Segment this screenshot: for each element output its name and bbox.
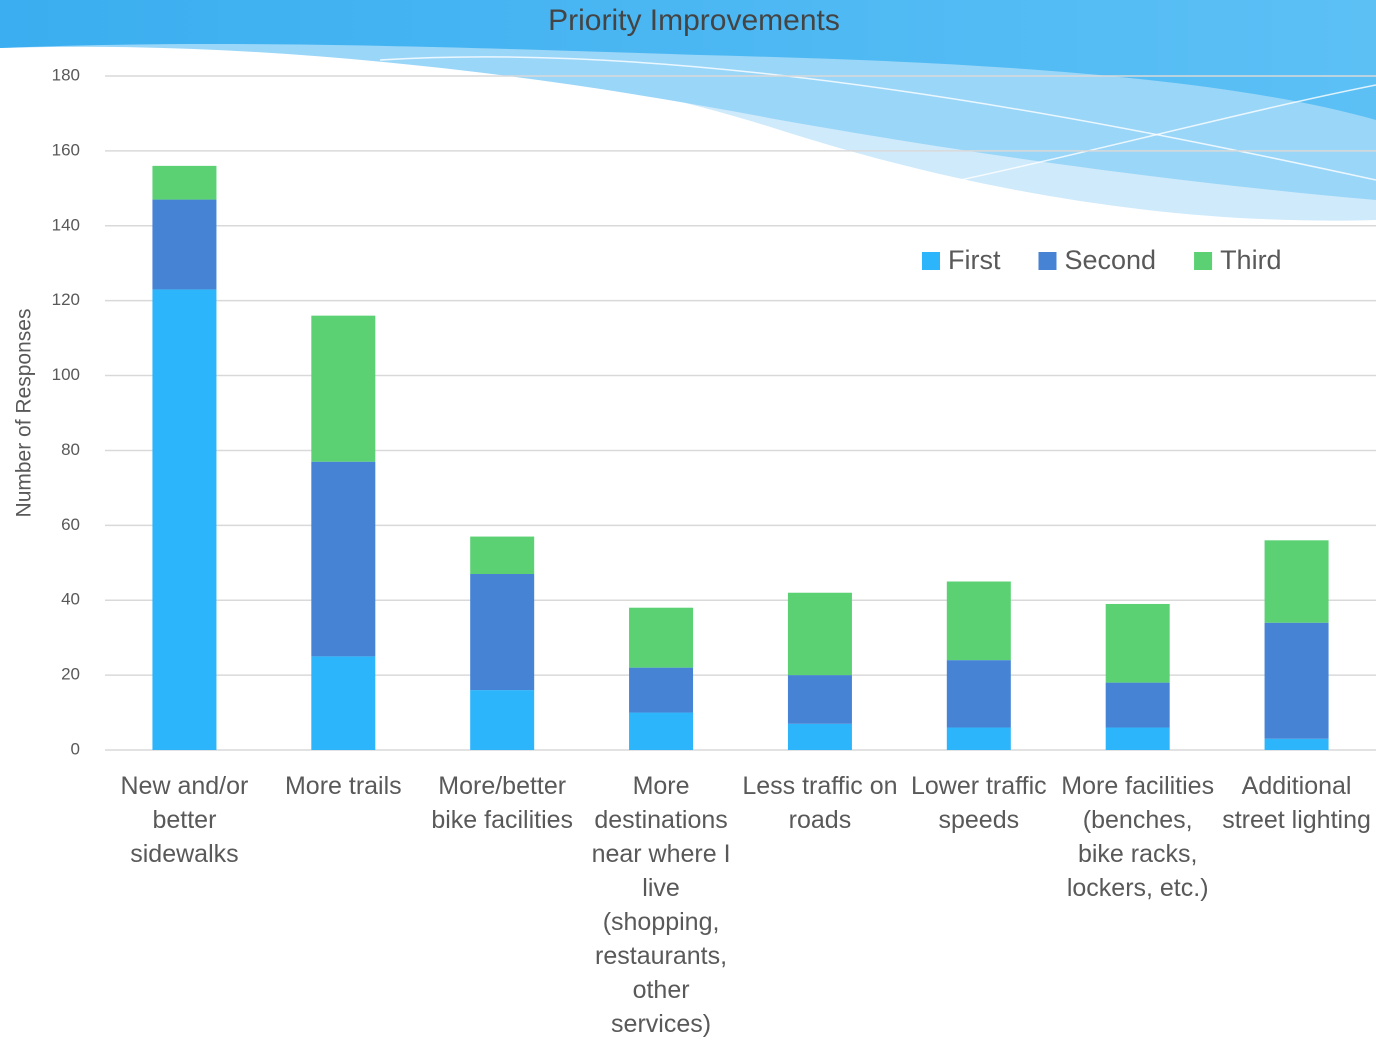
x-tick-label: Less traffic on roads: [742, 772, 898, 834]
y-tick-label: 0: [71, 739, 80, 758]
x-tick-label: More trails: [284, 772, 402, 800]
y-tick-label: 60: [61, 515, 80, 534]
legend-label: Third: [1220, 245, 1282, 275]
bar-segment: [152, 199, 217, 290]
x-tick-label: Lower traffic speeds: [910, 772, 1047, 834]
bar-segment: [1105, 682, 1170, 728]
bar-segment: [787, 723, 852, 750]
y-tick-label: 180: [52, 65, 80, 84]
bar-segment: [311, 315, 376, 462]
x-tick-label: More/better bike facilities: [431, 772, 574, 834]
x-tick-label: More destinations near where I live (sho…: [591, 772, 731, 1038]
y-tick-label: 160: [52, 140, 80, 159]
bar-segment: [311, 461, 376, 657]
y-axis-label: Number of Responses: [13, 309, 36, 518]
bar-segment: [629, 712, 694, 750]
bar-segment: [946, 581, 1011, 661]
bar-segment: [629, 607, 694, 668]
bar-segment: [787, 675, 852, 724]
legend-swatch: [922, 252, 940, 270]
bar-segment: [1264, 738, 1329, 750]
y-tick-label: 40: [61, 590, 80, 609]
bar-segment: [1105, 603, 1170, 683]
legend-label: First: [948, 245, 1001, 275]
legend-label: Second: [1064, 245, 1156, 275]
bar-segment: [1264, 540, 1329, 623]
bar-segment: [470, 574, 535, 691]
bar-segment: [946, 727, 1011, 750]
x-tick-label: More facilities (benches, bike racks, lo…: [1061, 772, 1215, 902]
y-tick-label: 140: [52, 215, 80, 234]
decoration: [0, 0, 1376, 221]
bar-segment: [470, 690, 535, 750]
y-tick-label: 100: [52, 365, 80, 384]
bar-segment: [946, 660, 1011, 728]
x-tick-label: Additional street lighting: [1222, 772, 1371, 834]
y-tick-label: 120: [52, 290, 80, 309]
bar-segment: [787, 592, 852, 676]
bar-segment: [152, 165, 217, 200]
bar-segment: [470, 536, 535, 575]
y-tick-label: 80: [61, 440, 80, 459]
legend-swatch: [1194, 252, 1213, 270]
bar-segment: [629, 667, 694, 713]
x-tick-label: New and/or better sidewalks: [120, 772, 249, 868]
chart-title: Priority Improvements: [548, 4, 840, 37]
bar-segment: [1105, 727, 1170, 750]
y-tick-label: 20: [61, 665, 80, 684]
bar-segment: [152, 289, 217, 750]
legend-swatch: [1038, 252, 1057, 270]
bar-segment: [311, 656, 376, 750]
bar-segment: [1264, 622, 1329, 739]
